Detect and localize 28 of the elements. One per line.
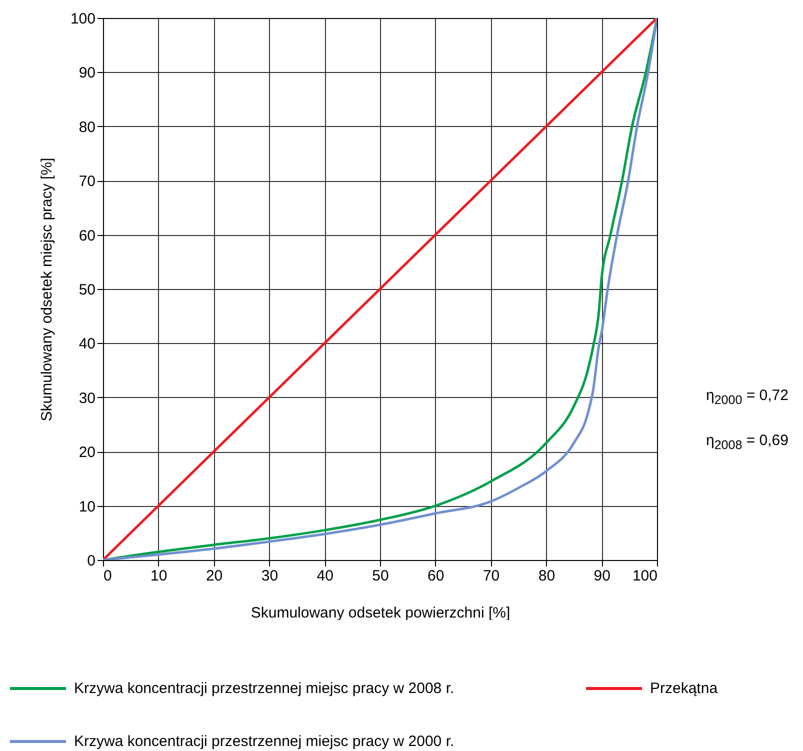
x-tick-label: 0 [104, 568, 112, 584]
y-tick-label: 100 [70, 10, 96, 28]
y-tick-label: 40 [78, 336, 96, 353]
y-tick-label: 30 [78, 390, 96, 407]
y-tick-label: 20 [78, 444, 96, 462]
y-tick-label: 60 [78, 227, 96, 244]
x-tick-label: 40 [316, 568, 334, 584]
text: η$_{2000}$ = 0,72 [706, 387, 788, 407]
legend-label: Krzywa koncentracji przestrzennej miejsc pracy w 2008 r. [74, 680, 454, 697]
legend-label: Krzywa koncentracji przestrzennej miejsc pracy w 2000 r. [74, 733, 454, 750]
x-tick-label: 80 [538, 568, 556, 584]
x-tick-label: 20 [206, 568, 223, 584]
y-axis-title: Skumulowany odsetek miejsc pracy [%] [38, 158, 56, 422]
y-tick-label: 70 [78, 173, 96, 190]
y-tick-label: 50 [78, 282, 96, 298]
x-tick-label: 70 [482, 568, 500, 584]
legend-label: Przekątna [650, 680, 718, 697]
x-tick-label: 100 [632, 568, 658, 584]
text: η$_{2008}$ = 0,69 [706, 432, 788, 452]
y-tick-label: 90 [78, 64, 96, 82]
x-tick-label: 30 [261, 568, 278, 584]
y-tick-label: 10 [78, 498, 96, 516]
x-tick-label: 50 [372, 568, 389, 584]
x-tick-label: 90 [594, 568, 610, 584]
y-tick-label: 80 [78, 118, 96, 136]
x-tick-label: 60 [428, 568, 444, 584]
y-tick-label: 0 [87, 552, 96, 570]
x-tick-label: 10 [150, 568, 168, 584]
